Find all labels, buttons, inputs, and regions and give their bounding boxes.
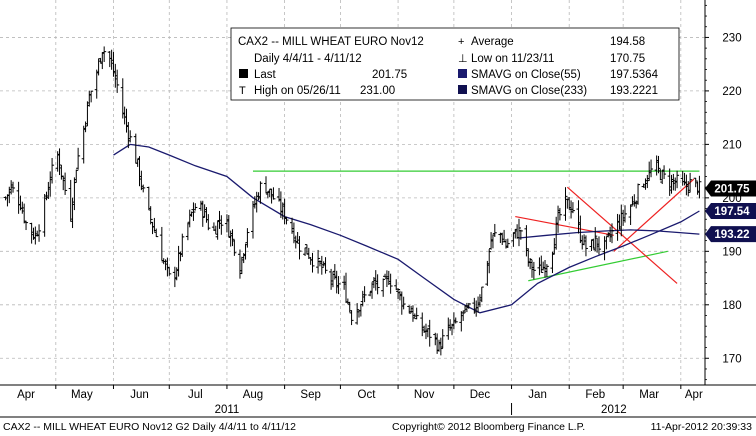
average-marker-icon: + bbox=[458, 36, 464, 48]
legend: CAX2 -- MILL WHEAT EURO Nov12 Daily 4/4/… bbox=[230, 27, 680, 101]
value-label-box bbox=[705, 203, 756, 220]
x-tick-label: Jan bbox=[528, 389, 547, 401]
value-label-box bbox=[705, 180, 756, 197]
legend-last-label: Last bbox=[254, 69, 277, 81]
sma233-swatch-icon bbox=[458, 85, 467, 94]
x-tick-label: Aug bbox=[243, 389, 263, 401]
value-label-text: 193.22 bbox=[714, 229, 749, 241]
trend-line bbox=[613, 178, 695, 252]
legend-low-label: Low on 11/23/11 bbox=[471, 53, 554, 65]
price-bars bbox=[3, 46, 702, 356]
legend-daily: Daily 4/4/11 - 4/11/12 bbox=[254, 53, 362, 65]
legend-low-value: 170.75 bbox=[610, 53, 645, 65]
value-label-text: 201.75 bbox=[714, 183, 750, 195]
x-tick-label: May bbox=[71, 389, 93, 401]
x-tick-label: Apr bbox=[685, 389, 703, 401]
footer-copyright: Copyright© 2012 Bloomberg Finance L.P. bbox=[392, 421, 586, 433]
legend-sma55-label: SMAVG on Close(55) bbox=[471, 69, 581, 81]
year-label: 2011 bbox=[215, 404, 240, 416]
y-tick-label: 230 bbox=[722, 32, 741, 44]
low-marker-icon: ⊥ bbox=[458, 53, 468, 65]
x-tick-label: Mar bbox=[639, 389, 659, 401]
y-tick-label: 220 bbox=[722, 86, 741, 98]
y-tick-label: 170 bbox=[722, 353, 741, 365]
legend-avg-label: Average bbox=[471, 36, 514, 48]
footer-security: CAX2 -- MILL WHEAT EURO Nov12 G2 Daily 4… bbox=[3, 421, 296, 433]
x-tick-label: Apr bbox=[17, 389, 35, 401]
x-tick-label: Jul bbox=[188, 389, 203, 401]
y-tick-label: 210 bbox=[722, 139, 741, 151]
value-label-text: 197.54 bbox=[714, 206, 750, 218]
trend-line bbox=[566, 186, 678, 284]
legend-sma233-label: SMAVG on Close(233) bbox=[471, 85, 587, 97]
last-swatch-icon bbox=[239, 69, 248, 78]
legend-last-value: 201.75 bbox=[372, 69, 407, 81]
legend-box bbox=[230, 27, 680, 101]
legend-title: CAX2 -- MILL WHEAT EURO Nov12 bbox=[238, 36, 424, 48]
x-tick-label: Oct bbox=[358, 389, 377, 401]
trend-line bbox=[515, 215, 614, 236]
drawn-lines bbox=[252, 170, 700, 284]
legend-sma55-value: 197.5364 bbox=[610, 69, 659, 81]
x-tick-label: Jun bbox=[130, 389, 149, 401]
value-label-box bbox=[705, 226, 756, 243]
high-marker-icon: T bbox=[239, 85, 246, 97]
value-labels: 201.75 197.54 193.22 bbox=[705, 180, 756, 243]
sma55-swatch-icon bbox=[458, 69, 467, 78]
sma233-line bbox=[518, 229, 700, 239]
legend-high-value: 231.00 bbox=[360, 85, 395, 97]
x-tick-label: Nov bbox=[414, 389, 435, 401]
footer: CAX2 -- MILL WHEAT EURO Nov12 G2 Daily 4… bbox=[0, 418, 756, 436]
grid bbox=[0, 0, 705, 385]
y-tick-label: 180 bbox=[722, 300, 741, 312]
legend-sma233-value: 193.2221 bbox=[610, 85, 658, 97]
y-tick-label: 190 bbox=[722, 246, 741, 258]
x-tick-label: Sep bbox=[300, 389, 320, 401]
year-label: 2012 bbox=[601, 404, 627, 416]
x-tick-label: Feb bbox=[585, 389, 605, 401]
legend-avg-value: 194.58 bbox=[610, 36, 645, 48]
legend-high-label: High on 05/26/11 bbox=[254, 85, 341, 97]
x-tick-label: Dec bbox=[470, 389, 491, 401]
footer-timestamp: 11-Apr-2012 20:39:33 bbox=[650, 421, 752, 433]
